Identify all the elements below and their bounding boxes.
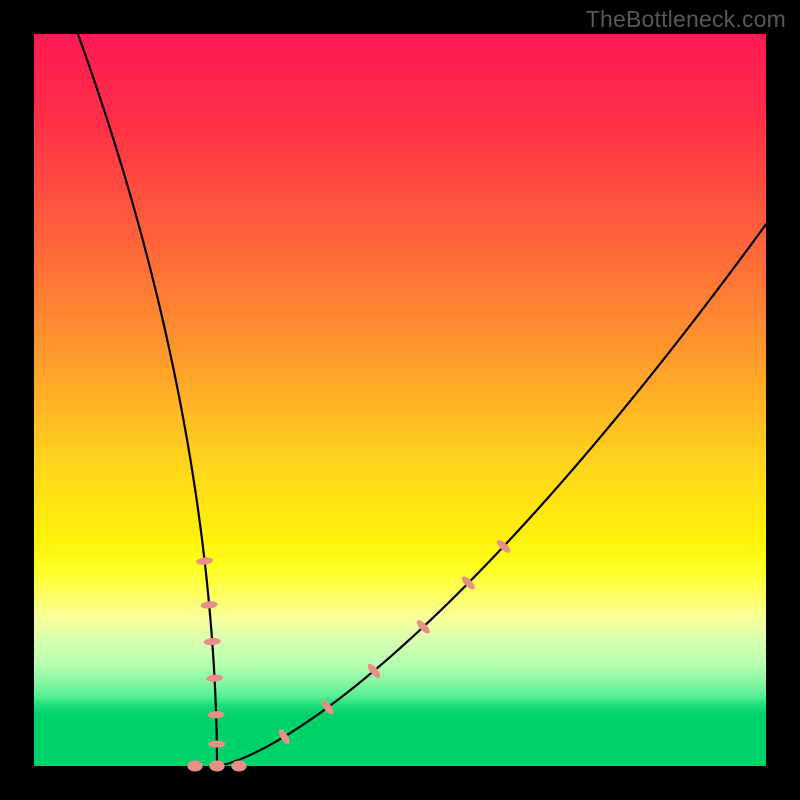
- watermark-text: TheBottleneck.com: [586, 6, 786, 33]
- chart-container: TheBottleneck.com: [0, 0, 800, 800]
- bottleneck-chart: [0, 0, 800, 800]
- marker-dot: [187, 761, 202, 772]
- plot-area: [34, 34, 766, 766]
- marker-dot: [209, 761, 224, 772]
- marker-dot: [231, 761, 246, 772]
